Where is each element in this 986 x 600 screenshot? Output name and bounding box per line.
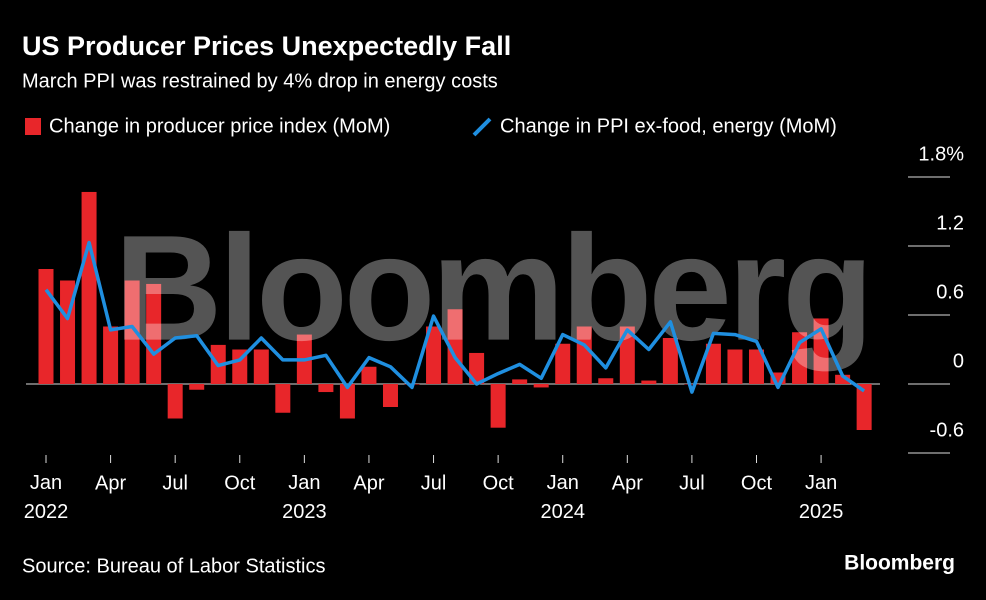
y-tick-label: -0.6 xyxy=(930,419,964,441)
bar xyxy=(598,378,614,384)
bar xyxy=(382,384,398,407)
bar xyxy=(275,384,291,413)
bar xyxy=(684,384,700,385)
line-series xyxy=(44,240,866,394)
bar xyxy=(318,384,334,393)
bar xyxy=(146,283,162,384)
bar xyxy=(189,384,205,390)
bar xyxy=(490,384,506,428)
x-tick-label: Jan 2024 xyxy=(540,472,585,523)
bar xyxy=(361,366,377,384)
x-tick-label: Jul xyxy=(421,472,447,494)
chart-subtitle: March PPI was restrained by 4% drop in e… xyxy=(22,70,498,92)
bar xyxy=(533,384,549,388)
y-tick-label: 1.8% xyxy=(918,143,964,165)
x-tick-label-line: 2022 xyxy=(24,501,69,523)
bar xyxy=(81,191,97,384)
brand-logo: Bloomberg xyxy=(844,552,955,575)
x-tick-label: Jul xyxy=(162,472,188,494)
legend-label: Change in producer price index (MoM) xyxy=(49,115,390,137)
bar xyxy=(619,326,635,384)
x-tick-label: Jan 2023 xyxy=(282,472,327,523)
x-tick-label-line: 2025 xyxy=(799,501,844,523)
bar xyxy=(555,343,571,384)
bar xyxy=(512,379,528,384)
x-tick-label: Oct xyxy=(224,472,256,494)
bar xyxy=(770,372,786,384)
bar xyxy=(641,380,657,384)
y-tick-label: 1.2 xyxy=(936,212,964,234)
plot-area: -0.6 0 0.6 1.2 1.8% Jan 2022 Apr Jul Oct Jan 2023 Ap… xyxy=(24,143,964,523)
x-tick-label-line: Jan xyxy=(547,472,579,494)
x-tick-label: Jan 2025 xyxy=(799,472,844,523)
x-tick-label-line: 2023 xyxy=(282,501,327,523)
x-tick-label-line: Jan xyxy=(288,472,320,494)
x-tick-label: Apr xyxy=(612,472,643,494)
legend-label: Change in PPI ex-food, energy (MoM) xyxy=(500,115,837,137)
bar xyxy=(727,349,743,384)
watermark: Bloomberg xyxy=(114,204,870,372)
x-tick-label: Oct xyxy=(483,472,515,494)
chart-title: US Producer Prices Unexpectedly Fall xyxy=(22,31,511,61)
legend-swatch xyxy=(25,118,41,135)
bar xyxy=(792,332,808,384)
bar xyxy=(339,384,355,419)
x-tick-label: Jan 2022 xyxy=(24,472,69,523)
x-tick-label: Apr xyxy=(353,472,384,494)
bar xyxy=(124,280,140,384)
bar xyxy=(253,349,269,384)
bar xyxy=(426,326,442,384)
x-tick-label-line: Jan xyxy=(30,472,62,494)
x-tick-label: Apr xyxy=(95,472,126,494)
bar xyxy=(167,384,183,419)
bar xyxy=(835,374,851,384)
x-tick-label-line: 2024 xyxy=(540,501,585,523)
x-tick-label: Jul xyxy=(679,472,705,494)
bar xyxy=(662,338,678,384)
bar xyxy=(576,326,592,384)
bar xyxy=(705,343,721,384)
legend-swatch xyxy=(472,117,492,137)
bar xyxy=(748,349,764,384)
bar xyxy=(469,352,485,384)
bar xyxy=(38,269,54,384)
y-tick-label: 0.6 xyxy=(936,281,964,303)
x-tick-label: Oct xyxy=(741,472,773,494)
y-tick-label: 0 xyxy=(953,350,964,372)
bar xyxy=(103,326,119,384)
source-note: Source: Bureau of Labor Statistics xyxy=(22,555,326,577)
bar xyxy=(447,309,463,384)
x-tick-label-line: Jan xyxy=(805,472,837,494)
bar xyxy=(856,384,872,430)
